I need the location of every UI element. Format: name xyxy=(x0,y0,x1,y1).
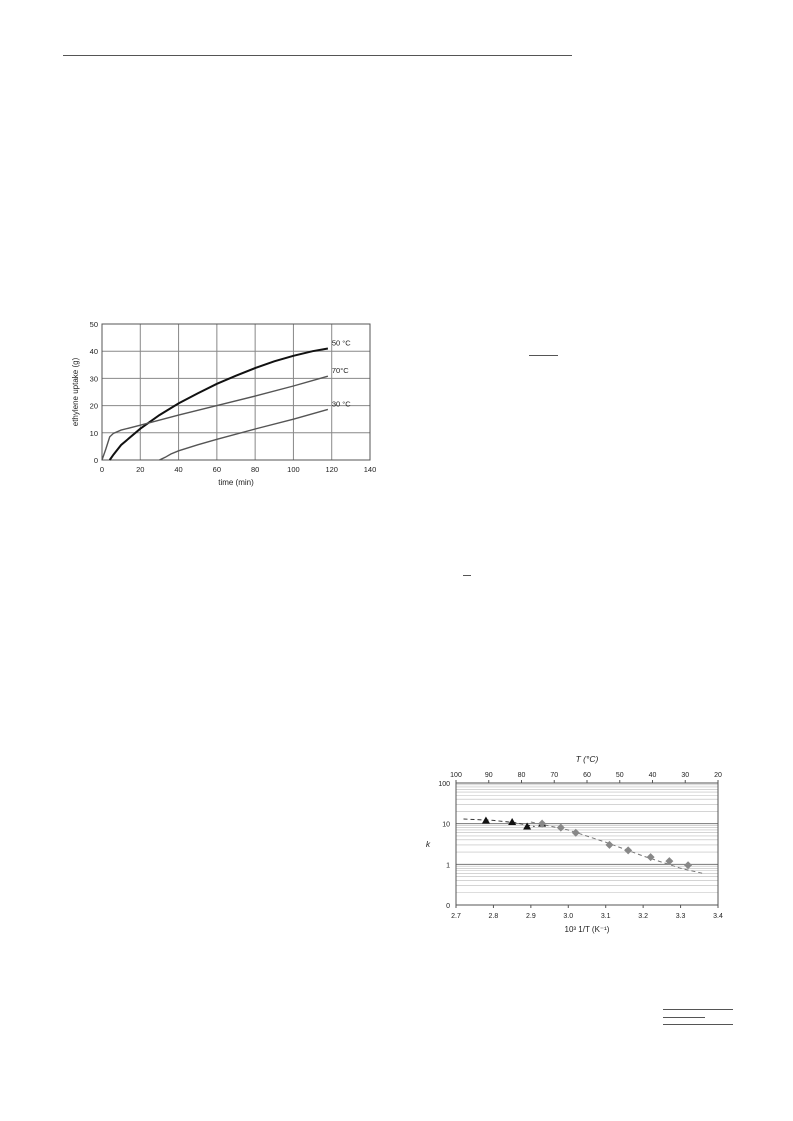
series-label: 30 °C xyxy=(332,399,351,408)
table-rule xyxy=(663,1017,705,1018)
data-point-diamond xyxy=(624,846,633,855)
top-tick-label: 80 xyxy=(518,772,526,779)
series-label: 50 °C xyxy=(332,338,351,347)
figure-uptake: 0 20 40 60 80 100 120 140 0 10 20 30 40 50 50 °C 70°C 30… xyxy=(64,316,384,496)
y-tick-label: 1 xyxy=(446,862,450,869)
fraction-bar xyxy=(529,355,558,356)
x-tick-label: 2.8 xyxy=(489,913,499,920)
plot-frame xyxy=(455,782,719,906)
x-tick-label: 3.1 xyxy=(601,913,611,920)
y-tick-label: 20 xyxy=(90,402,98,411)
y-axis-label: k xyxy=(426,839,431,849)
x-tick-label: 20 xyxy=(136,465,144,474)
x-tick-label: 3.3 xyxy=(676,913,686,920)
top-axis-label: T (°C) xyxy=(576,754,599,764)
x-axis-label: time (min) xyxy=(218,478,254,487)
x-tick-label: 100 xyxy=(287,465,300,474)
x-tick-label: 2.7 xyxy=(451,913,461,920)
data-point-diamond xyxy=(571,828,580,837)
x-tick-label: 140 xyxy=(364,465,377,474)
top-tick-label: 60 xyxy=(583,772,591,779)
data-point-triangle xyxy=(481,816,490,824)
y-tick-label: 0 xyxy=(446,903,450,910)
table-rule xyxy=(663,1024,733,1025)
data-point-triangle xyxy=(508,817,517,825)
top-tick-label: 90 xyxy=(485,772,493,779)
fit-line xyxy=(463,818,535,827)
header-rule xyxy=(63,55,572,56)
uptake-chart: 0 20 40 60 80 100 120 140 0 10 20 30 40 50 50 °C 70°C 30… xyxy=(71,320,377,487)
plot-frame xyxy=(101,323,371,461)
x-tick-label: 80 xyxy=(251,465,259,474)
series-line xyxy=(159,408,329,461)
top-tick-label: 100 xyxy=(450,772,462,779)
data-point-diamond xyxy=(605,840,614,849)
x-axis-label: 10³ 1/T (K⁻¹) xyxy=(565,925,610,934)
x-tick-label: 2.9 xyxy=(526,913,536,920)
y-tick-label: 0 xyxy=(94,456,98,465)
top-tick-label: 40 xyxy=(649,772,657,779)
top-tick-label: 70 xyxy=(550,772,558,779)
x-tick-label: 0 xyxy=(100,465,104,474)
y-tick-label: 50 xyxy=(90,320,98,329)
data-point-triangle xyxy=(523,822,532,830)
top-tick-label: 30 xyxy=(681,772,689,779)
x-tick-label: 3.4 xyxy=(713,913,723,920)
top-tick-label: 20 xyxy=(714,772,722,779)
overline-mark xyxy=(463,575,471,576)
data-point-diamond xyxy=(684,861,693,870)
data-point-diamond xyxy=(538,819,547,828)
figure-arrhenius: 0 1 10 100 2.7 2.8 2.9 3.0 3.1 3.2 3.3 3.4 100 90 80 70… xyxy=(414,750,734,945)
data-point-diamond xyxy=(646,853,655,862)
y-tick-label: 30 xyxy=(90,374,98,383)
x-tick-label: 60 xyxy=(213,465,221,474)
x-tick-label: 3.2 xyxy=(638,913,648,920)
y-axis-label: ethylene uptake (g) xyxy=(71,357,80,426)
y-tick-label: 10 xyxy=(90,429,98,438)
data-point-diamond xyxy=(665,857,674,866)
arrhenius-chart: 0 1 10 100 2.7 2.8 2.9 3.0 3.1 3.2 3.3 3.4 100 90 80 70… xyxy=(426,754,723,934)
x-tick-label: 40 xyxy=(174,465,182,474)
data-point-diamond xyxy=(556,823,565,832)
x-tick-label: 3.0 xyxy=(563,913,573,920)
y-tick-label: 40 xyxy=(90,347,98,356)
y-tick-label: 10 xyxy=(442,822,450,829)
top-tick-label: 50 xyxy=(616,772,624,779)
x-tick-label: 120 xyxy=(325,465,338,474)
table-rule xyxy=(663,1009,733,1010)
series-label: 70°C xyxy=(332,366,349,375)
y-tick-label: 100 xyxy=(438,781,450,788)
series-line xyxy=(108,347,329,461)
series-line xyxy=(101,375,329,461)
